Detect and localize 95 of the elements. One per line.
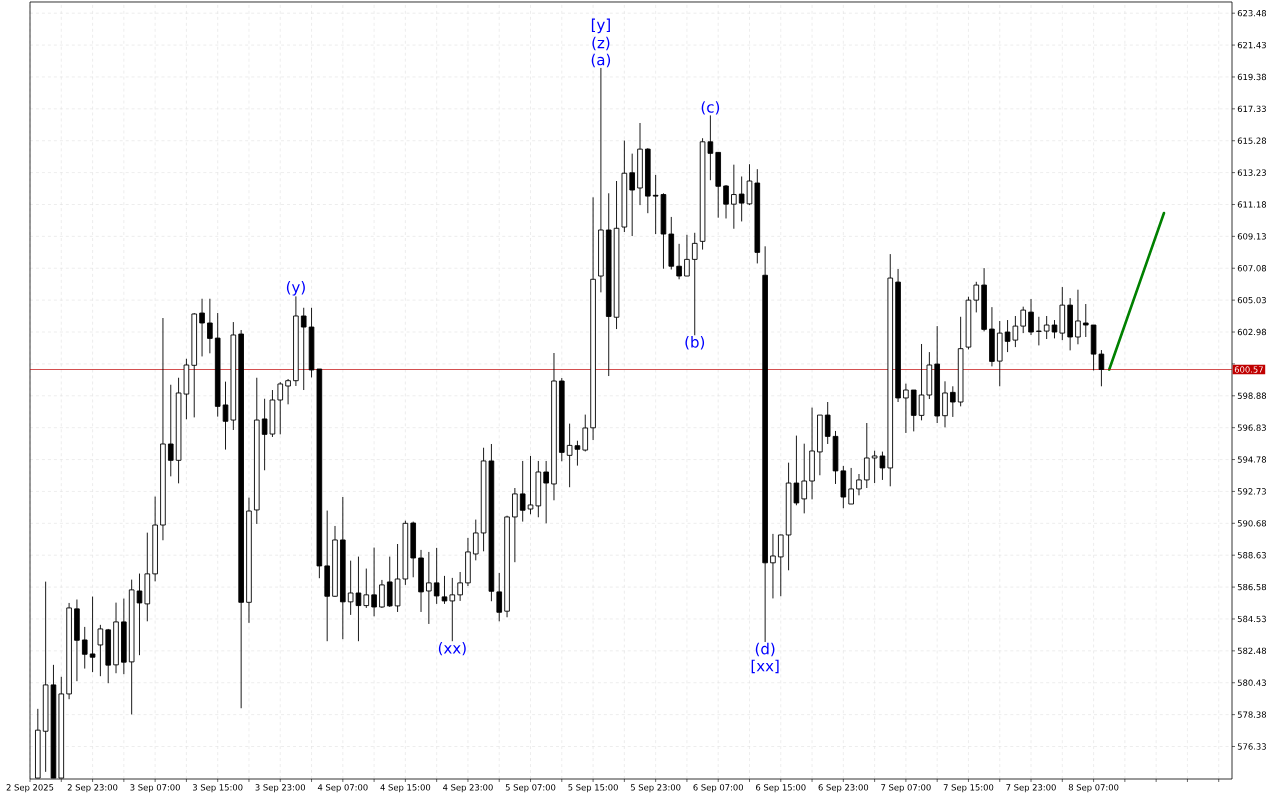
candlestick: [770, 533, 776, 599]
candlestick: [676, 243, 682, 280]
candlestick: [777, 534, 784, 597]
y-tick-label: 619.38: [1237, 73, 1267, 81]
candlestick: [1036, 316, 1042, 346]
annotation: (y): [286, 281, 305, 296]
x-tick-label: 4 Sep 15:00: [380, 784, 431, 793]
candlestick: [449, 577, 456, 642]
candlestick: [1020, 306, 1026, 334]
annotation: (a): [591, 53, 611, 68]
candlestick: [363, 568, 370, 609]
x-tick-label: 7 Sep 23:00: [1006, 784, 1056, 793]
candlestick: [277, 381, 284, 435]
annotation: [xx]: [751, 659, 779, 674]
candlestick: [824, 401, 831, 445]
annotation: (z): [592, 36, 610, 51]
y-tick-label: 576.33: [1237, 743, 1266, 750]
candlestick: [207, 298, 213, 354]
y-tick-label: 623.48: [1237, 10, 1267, 17]
candlestick: [386, 556, 393, 608]
x-tick-label: 6 Sep 07:00: [693, 784, 744, 793]
x-tick-label: 7 Sep 07:00: [881, 784, 931, 793]
annotation: (b): [685, 336, 705, 350]
x-tick-label: 5 Sep 07:00: [505, 784, 556, 793]
annotation: (xx): [438, 642, 466, 656]
x-tick-label: 3 Sep 23:00: [255, 784, 306, 793]
y-tick-label: 582.48: [1237, 647, 1267, 655]
candlestick: [856, 473, 862, 496]
y-tick-label: 588.63: [1237, 552, 1266, 559]
y-tick-label: 621.43: [1237, 41, 1266, 49]
y-tick-label: 594.78: [1237, 456, 1267, 463]
y-tick-label: 580.43: [1237, 679, 1266, 686]
candlestick: [582, 414, 589, 452]
candlestick: [950, 385, 956, 418]
candlestick: [864, 422, 870, 489]
y-tick-label: 613.23: [1237, 169, 1266, 176]
x-tick-label: 6 Sep 15:00: [756, 784, 806, 793]
candlestick: [684, 234, 690, 277]
annotation: (c): [701, 101, 720, 115]
candlestick: [167, 384, 174, 477]
candlestick: [300, 307, 307, 391]
y-tick-label: 611.18: [1237, 201, 1267, 208]
candlestick: [848, 467, 854, 505]
candlestick: [457, 571, 463, 602]
candlestick: [199, 298, 205, 357]
candlestick: [973, 281, 980, 313]
x-tick-label: 3 Sep 07:00: [130, 784, 180, 793]
x-tick-label: 7 Sep 15:00: [943, 784, 994, 793]
y-tick-label: 592.73: [1237, 488, 1266, 495]
x-tick-label: 5 Sep 15:00: [568, 784, 618, 793]
annotation: (d): [755, 642, 775, 657]
candlestick: [903, 383, 909, 434]
candlestick: [285, 378, 291, 405]
ref-line-label: 600.57: [1234, 366, 1263, 373]
y-tick-label: 605.03: [1237, 296, 1266, 304]
y-tick-label: 607.08: [1237, 265, 1267, 272]
candlestick: [731, 164, 737, 230]
candlestick: [89, 596, 96, 673]
candlestick: [496, 572, 503, 622]
candlestick: [1082, 303, 1089, 338]
candlestick: [97, 624, 104, 677]
candlestick: [512, 487, 518, 563]
x-tick-label: 2 Sep 23:00: [67, 784, 118, 793]
candlestick: [942, 380, 948, 428]
y-tick-label: 615.28: [1237, 137, 1267, 144]
annotation: [y]: [591, 18, 610, 34]
candlestick: [426, 551, 432, 625]
y-tick-label: 602.98: [1237, 328, 1267, 336]
candlestick: [801, 443, 808, 514]
candlestick: [472, 519, 479, 561]
y-tick-label: 596.83: [1237, 424, 1266, 431]
y-tick-label: 578.38: [1237, 711, 1267, 718]
candlestick: [543, 460, 549, 524]
y-tick-label: 590.68: [1237, 520, 1267, 527]
candlestick: [379, 579, 385, 609]
candlestick: [691, 232, 698, 336]
y-tick-label: 586.58: [1237, 583, 1267, 591]
y-tick-label: 598.88: [1237, 392, 1267, 399]
candlestick: [723, 184, 729, 219]
x-tick-label: 6 Sep 23:00: [818, 784, 869, 793]
candlestick: [1075, 289, 1081, 345]
x-tick-label: 4 Sep 07:00: [317, 784, 368, 793]
x-tick-label: 2 Sep 2025: [6, 784, 54, 793]
x-tick-label: 5 Sep 23:00: [630, 784, 681, 793]
x-tick-label: 3 Sep 15:00: [192, 784, 243, 793]
candlestick: [1028, 298, 1034, 336]
y-tick-label: 617.33: [1237, 105, 1266, 113]
x-tick-label: 4 Sep 23:00: [442, 784, 493, 793]
candlestick: [81, 626, 88, 670]
candlestick: [629, 153, 635, 237]
y-tick-label: 584.53: [1237, 615, 1266, 623]
y-tick-label: 609.13: [1237, 233, 1266, 240]
candlestick: [519, 460, 526, 523]
candlestick: [371, 547, 377, 617]
x-tick-label: 8 Sep 07:00: [1068, 784, 1119, 793]
